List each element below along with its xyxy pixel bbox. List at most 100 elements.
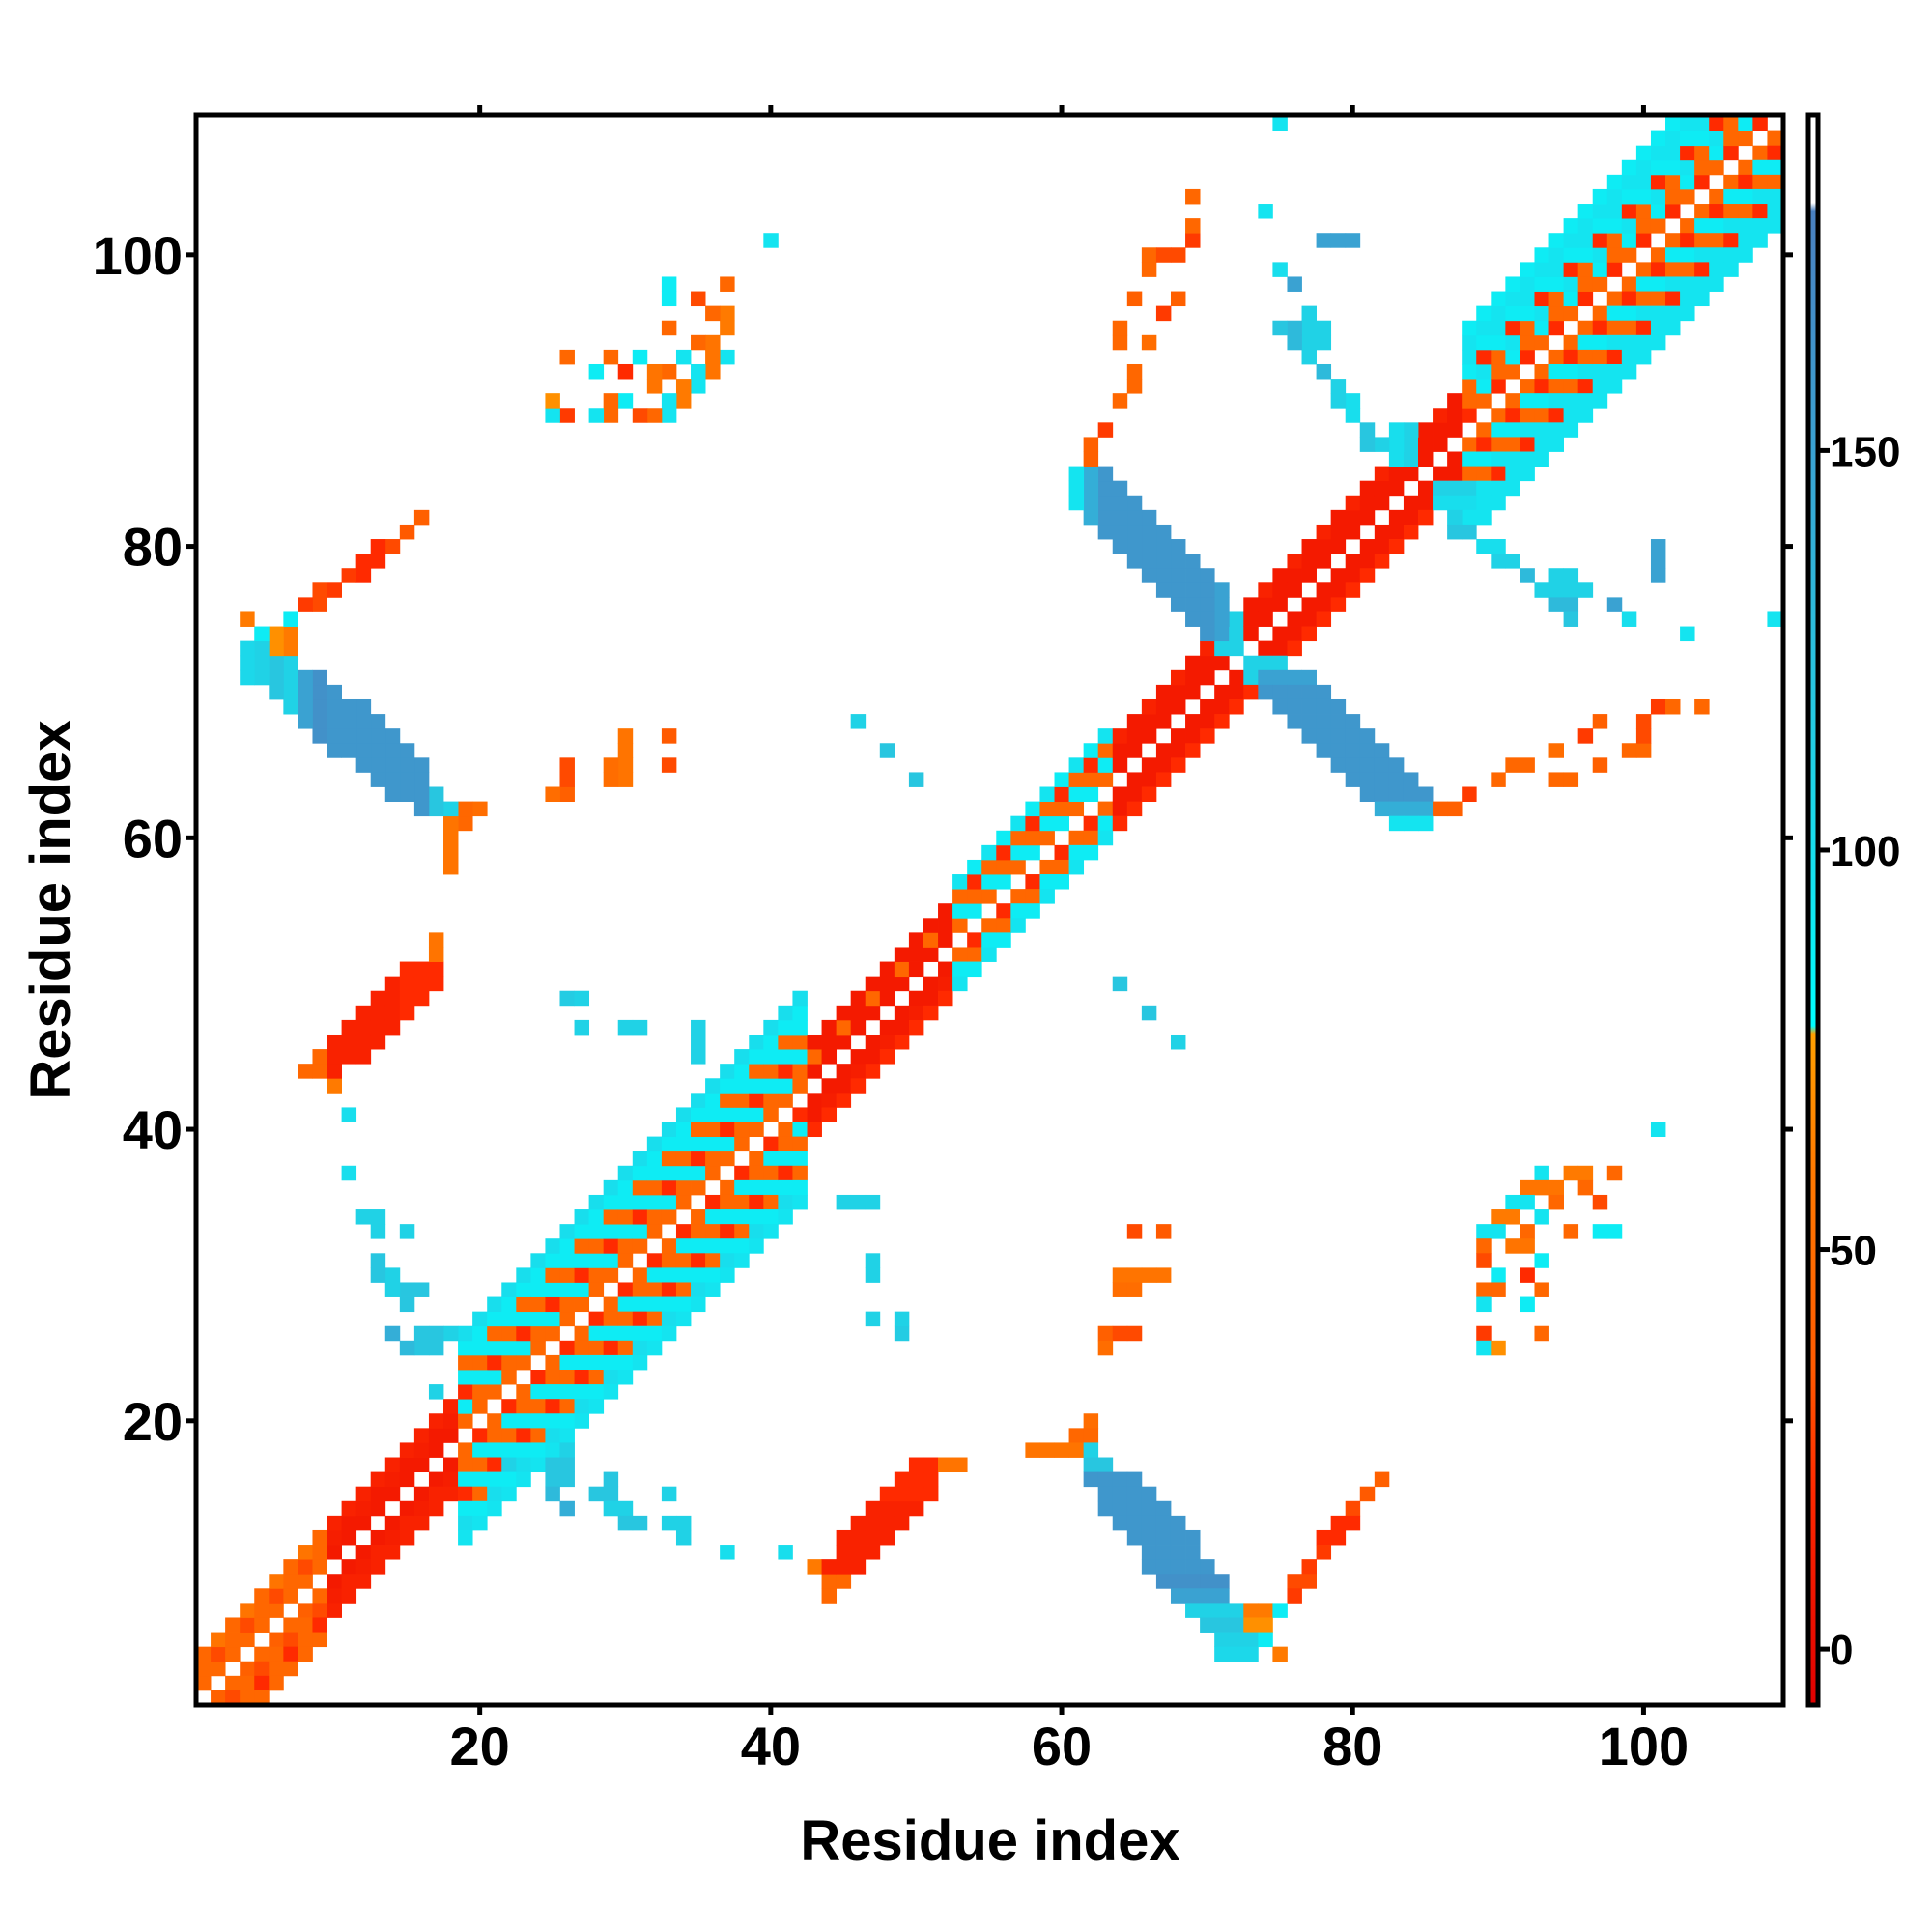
heatmap-cell — [472, 1311, 488, 1327]
heatmap-cell — [1635, 349, 1652, 365]
heatmap-cell — [865, 1515, 881, 1531]
heatmap-cell — [269, 1675, 284, 1691]
heatmap-cell — [967, 961, 982, 978]
heatmap-cell — [1243, 611, 1259, 627]
x-tick-label: 20 — [450, 1716, 510, 1776]
heatmap-cell — [1126, 554, 1143, 569]
heatmap-cell — [1665, 233, 1681, 248]
heatmap-cell — [501, 1428, 517, 1443]
heatmap-cell — [1548, 1179, 1564, 1196]
heatmap-cell — [413, 509, 430, 526]
heatmap-cell — [1025, 1442, 1040, 1458]
heatmap-cell — [734, 1253, 750, 1268]
heatmap-cell — [1039, 815, 1055, 832]
heatmap-cell — [588, 1282, 605, 1297]
heatmap-cell — [1650, 218, 1666, 234]
heatmap-cell — [1185, 233, 1201, 248]
heatmap-cell — [1316, 524, 1332, 540]
heatmap-cell — [355, 1515, 372, 1531]
heatmap-cell — [458, 1325, 473, 1342]
heatmap-cell — [749, 1078, 764, 1094]
heatmap-cell — [1068, 480, 1085, 497]
heatmap-cell — [646, 1136, 663, 1152]
heatmap-cell — [1709, 145, 1724, 161]
heatmap-cell — [617, 393, 634, 409]
heatmap-cell — [1126, 363, 1143, 380]
heatmap-cell — [675, 1282, 692, 1297]
heatmap-cell — [720, 1064, 735, 1079]
heatmap-cell — [705, 1267, 721, 1283]
heatmap-cell — [312, 714, 327, 729]
heatmap-cell — [1185, 611, 1201, 627]
heatmap-cell — [1520, 1194, 1535, 1210]
heatmap-cell — [1330, 379, 1347, 394]
heatmap-cell — [850, 1559, 867, 1575]
heatmap-cell — [1752, 116, 1768, 131]
heatmap-cell — [1126, 379, 1143, 394]
heatmap-cell — [413, 786, 430, 802]
heatmap-cell — [1650, 130, 1666, 147]
heatmap-cell — [1097, 422, 1114, 438]
heatmap-cell — [458, 1340, 473, 1356]
heatmap-cell — [1374, 495, 1390, 511]
heatmap-cell — [574, 1209, 590, 1225]
heatmap-cell — [923, 1471, 939, 1488]
heatmap-cell — [1258, 1617, 1273, 1633]
heatmap-cell — [283, 1646, 298, 1662]
heatmap-cell — [574, 1354, 590, 1371]
heatmap-cell — [850, 1049, 867, 1065]
heatmap-cell — [1403, 437, 1419, 452]
heatmap-cell — [501, 1457, 517, 1473]
heatmap-cell — [996, 932, 1011, 948]
heatmap-cell — [1738, 188, 1753, 205]
heatmap-cell — [792, 990, 808, 1007]
heatmap-cell — [1563, 291, 1579, 307]
heatmap-cell — [1272, 626, 1288, 642]
heatmap-cell — [1534, 422, 1549, 438]
heatmap-cell — [1316, 698, 1332, 715]
heatmap-cell — [1287, 698, 1302, 715]
heatmap-cell — [458, 1399, 473, 1414]
heatmap-cell — [705, 1253, 721, 1268]
heatmap-cell — [1126, 1325, 1143, 1342]
heatmap-cell — [908, 1005, 924, 1021]
heatmap-cell — [1374, 772, 1390, 787]
heatmap-cell — [1548, 772, 1564, 787]
heatmap-cell — [428, 961, 444, 978]
heatmap-cell — [341, 1588, 357, 1604]
heatmap-cell — [516, 1267, 531, 1283]
heatmap-cell — [1621, 291, 1637, 307]
heatmap-cell — [530, 1428, 546, 1443]
heatmap-cell — [1155, 698, 1172, 715]
heatmap-cell — [1200, 1574, 1215, 1589]
heatmap-cell — [1491, 539, 1506, 554]
heatmap-cell — [1025, 889, 1040, 904]
heatmap-cell — [341, 1165, 357, 1181]
heatmap-cell — [923, 932, 939, 948]
heatmap-cell — [458, 1471, 473, 1488]
heatmap-cell — [516, 1296, 531, 1313]
heatmap-cell — [749, 1224, 764, 1239]
heatmap-cell — [1709, 130, 1724, 147]
heatmap-cell — [269, 1632, 284, 1648]
heatmap-cell — [487, 1370, 502, 1385]
heatmap-cell — [1650, 1122, 1666, 1138]
heatmap-cell — [923, 1486, 939, 1502]
heatmap-cell — [1505, 276, 1520, 292]
heatmap-cell — [720, 1545, 735, 1560]
heatmap-cell — [1155, 568, 1172, 583]
heatmap-cell — [283, 640, 298, 657]
heatmap-cell — [1534, 1179, 1549, 1196]
heatmap-cell — [749, 1209, 764, 1225]
heatmap-cell — [370, 772, 386, 787]
heatmap-cell — [821, 1034, 838, 1050]
heatmap-cell — [1433, 422, 1448, 438]
heatmap-cell — [1403, 495, 1419, 511]
heatmap-cell — [1767, 611, 1782, 627]
heatmap-cell — [355, 698, 372, 715]
heatmap-cell — [370, 1034, 386, 1050]
heatmap-cell — [1112, 334, 1128, 351]
heatmap-cell — [1141, 247, 1157, 263]
heatmap-cell — [413, 1340, 430, 1356]
heatmap-cell — [1403, 815, 1419, 832]
